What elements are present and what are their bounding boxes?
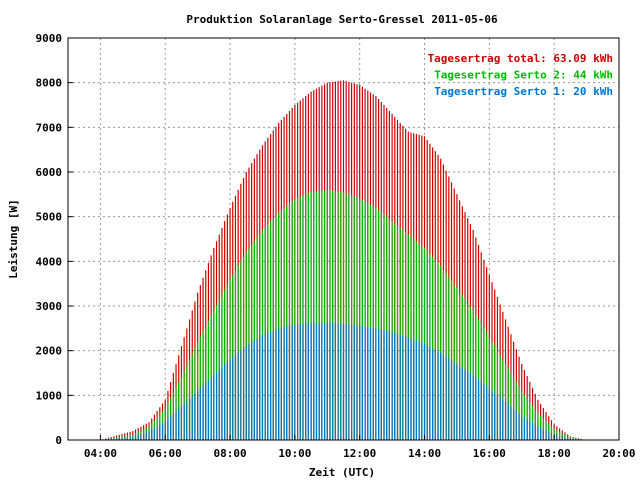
y-tick-label: 0	[55, 434, 62, 447]
y-tick-label: 9000	[36, 32, 63, 45]
y-tick-label: 7000	[36, 121, 63, 134]
legend: Tagesertrag total: 63.09 kWh Tagesertrag …	[428, 52, 613, 98]
plot-frame	[67, 37, 620, 441]
y-axis-label: Leistung [W]	[7, 199, 20, 278]
legend-entry: Tagesertrag Serto 1: 20 kWh	[434, 85, 613, 98]
x-tick-label: 06:00	[149, 447, 182, 460]
x-tick-label: 04:00	[84, 447, 117, 460]
series-2-bars	[102, 189, 588, 440]
legend-entry: Tagesertrag Serto 2: 44 kWh	[434, 69, 613, 82]
x-tick-label: 20:00	[602, 447, 635, 460]
x-tick-label: 10:00	[278, 447, 311, 460]
y-tick-label: 2000	[36, 345, 63, 358]
x-tick-label: 18:00	[538, 447, 571, 460]
bar-series	[102, 80, 588, 440]
chart-title: Produktion Solaranlage Serto-Gressel 201…	[186, 13, 498, 26]
y-tick-label: 1000	[36, 389, 63, 402]
x-axis-label: Zeit (UTC)	[309, 466, 375, 479]
y-tick-label: 3000	[36, 300, 63, 313]
x-tick-label: 08:00	[213, 447, 246, 460]
series-3-bars	[102, 322, 588, 440]
x-tick-label: 12:00	[343, 447, 376, 460]
x-tick-label: 16:00	[473, 447, 506, 460]
y-tick-label: 8000	[36, 77, 63, 90]
y-tick-label: 5000	[36, 211, 63, 224]
x-tick-label: 14:00	[408, 447, 441, 460]
y-tick-label: 4000	[36, 255, 63, 268]
x-axis-ticks: 04:00 06:00 08:00 10:00 12:00 14:00 16:00 18:00…	[84, 435, 636, 460]
legend-entry: Tagesertrag total: 63.09 kWh	[428, 52, 613, 65]
y-tick-label: 6000	[36, 166, 63, 179]
y-axis-ticks: 0 1000 2000 3000 4000 5000 6000 7000 8000 9000	[36, 32, 73, 447]
